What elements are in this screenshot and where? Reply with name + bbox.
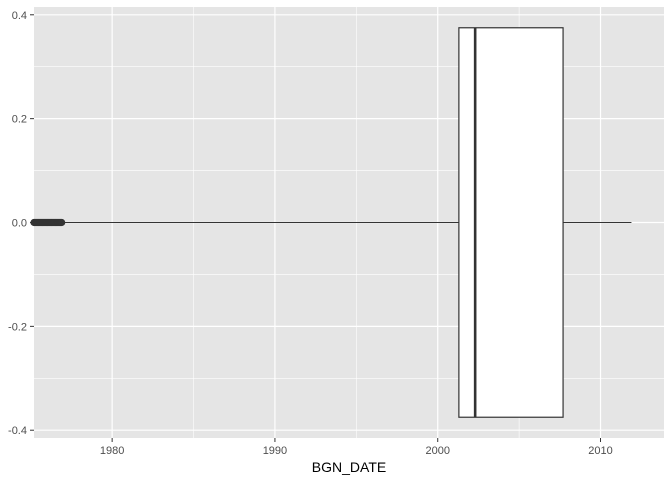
outlier-point <box>58 218 66 227</box>
y-tick-label: 0.2 <box>12 114 27 126</box>
y-tick-label: -0.4 <box>8 425 27 437</box>
x-tick-label: 1990 <box>263 445 287 457</box>
y-tick-label: 0.0 <box>12 218 27 230</box>
x-tick-label: 2010 <box>588 445 612 457</box>
y-tick-label: 0.4 <box>12 10 27 22</box>
x-tick-label: 2000 <box>425 445 449 457</box>
y-tick-label: -0.2 <box>8 321 27 333</box>
x-axis-title: BGN_DATE <box>312 459 386 475</box>
x-tick-label: 1980 <box>100 445 124 457</box>
